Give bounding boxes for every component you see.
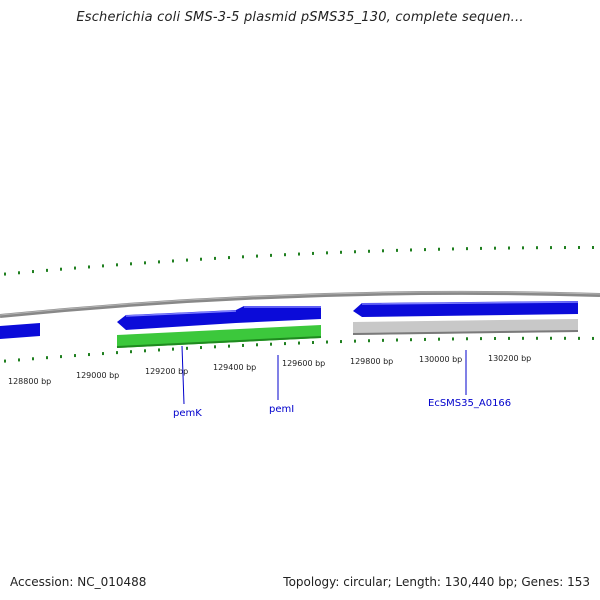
gene-highlight [125, 301, 579, 317]
tick-label: 129600 bp [282, 359, 325, 368]
gene-arrow-left-partial[interactable] [0, 323, 40, 339]
gene-label-pemK[interactable]: pemK [173, 408, 202, 419]
gene-arrow-EcSMS35_A0166[interactable] [353, 301, 578, 317]
tick-label: 129000 bp [76, 371, 119, 380]
gene-arrow-pseudo-shadow [352, 330, 579, 335]
tick-label: 129800 bp [350, 357, 393, 366]
gene-labels: pemK pemI EcSMS35_A0166 [173, 398, 511, 419]
gene-arrow-pemK-shadow [116, 336, 322, 348]
backbone-arc-highlight [0, 291, 600, 316]
gene-arrow-pemI[interactable] [236, 306, 321, 323]
tick-label: 129200 bp [145, 367, 188, 376]
gene-label-EcSMS35_A0166[interactable]: EcSMS35_A0166 [428, 398, 511, 409]
tick-labels: 128800 bp 129000 bp 129200 bp 129400 bp … [8, 354, 531, 386]
gene-label-pemI[interactable]: pemI [269, 404, 294, 415]
gene-arrow-pemK[interactable] [117, 325, 321, 348]
leader-line-pemK [181, 345, 185, 405]
map-title: Escherichia coli SMS-3-5 plasmid pSMS35_… [76, 10, 524, 25]
inner-ruler [4, 336, 594, 363]
tick-label: 130200 bp [488, 354, 531, 363]
outer-ruler [4, 245, 594, 276]
tick-label: 130000 bp [419, 355, 462, 364]
topology-summary: Topology: circular; Length: 130,440 bp; … [283, 575, 590, 589]
tick-label: 129400 bp [213, 363, 256, 372]
gene-track-reverse [116, 319, 579, 348]
accession-text: Accession: NC_010488 [10, 575, 147, 589]
gene-label-leaders [181, 345, 467, 405]
backbone-arc [0, 290, 600, 318]
tick-label: 128800 bp [8, 377, 51, 386]
gene-track-forward [0, 301, 579, 339]
